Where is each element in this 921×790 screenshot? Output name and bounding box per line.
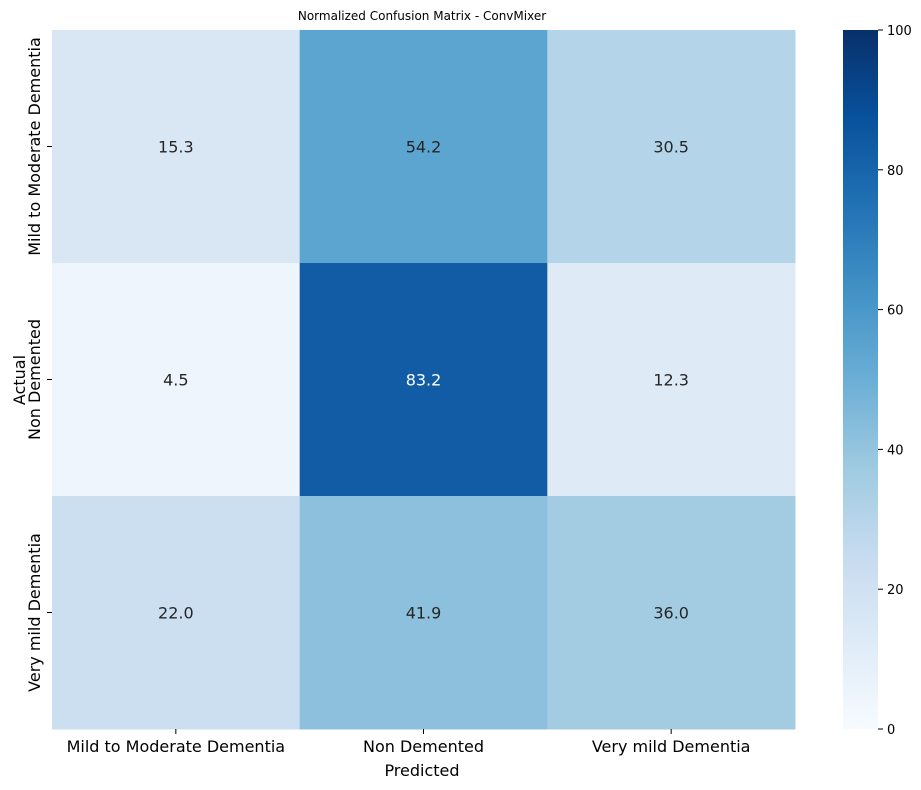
heatmap-cell bbox=[547, 263, 796, 497]
y-tick-label: Very mild Dementia bbox=[25, 533, 44, 692]
x-tick-label: Mild to Moderate Dementia bbox=[67, 737, 286, 756]
colorbar-tick-label: 60 bbox=[887, 304, 904, 319]
cell-value-label: 22.0 bbox=[158, 604, 194, 623]
colorbar-tick-label: 40 bbox=[887, 443, 904, 458]
colorbar-tick-label: 100 bbox=[887, 24, 912, 39]
y-tick-label: Mild to Moderate Dementia bbox=[25, 37, 44, 256]
heatmap-cell bbox=[52, 496, 301, 730]
x-axis-label: Predicted bbox=[384, 761, 459, 780]
cell-value-label: 83.2 bbox=[406, 371, 442, 390]
cell-value-label: 54.2 bbox=[406, 138, 442, 157]
heatmap-cell bbox=[299, 263, 548, 497]
chart-title: Normalized Confusion Matrix - ConvMixer bbox=[298, 9, 546, 23]
y-axis-label: Actual bbox=[10, 355, 29, 405]
x-tick-label: Non Demented bbox=[363, 737, 484, 756]
y-tick-marks bbox=[47, 146, 52, 613]
heatmap-cells: 15.3 54.2 30.5 4.5 83.2 12.3 22.0 41.9 36.0 bbox=[52, 30, 796, 730]
heatmap-cell bbox=[52, 263, 301, 497]
heatmap-cell bbox=[52, 30, 301, 264]
colorbar-ticks: 0 20 40 60 80 100 bbox=[878, 24, 912, 738]
cell-value-label: 12.3 bbox=[653, 371, 689, 390]
y-tick-label: Non Demented bbox=[25, 319, 44, 440]
cell-value-label: 36.0 bbox=[653, 604, 689, 623]
x-tick-label: Very mild Dementia bbox=[592, 737, 751, 756]
colorbar-tick-label: 80 bbox=[887, 164, 904, 179]
cell-value-label: 30.5 bbox=[653, 138, 689, 157]
cell-value-label: 4.5 bbox=[163, 371, 188, 390]
heatmap-cell bbox=[299, 496, 548, 730]
colorbar bbox=[843, 30, 878, 729]
heatmap-cell bbox=[299, 30, 548, 264]
x-tick-marks bbox=[175, 729, 672, 734]
cell-value-label: 41.9 bbox=[406, 604, 442, 623]
heatmap-cell bbox=[547, 30, 796, 264]
colorbar-tick-label: 0 bbox=[887, 723, 895, 738]
heatmap-cell bbox=[547, 496, 796, 730]
y-tick-labels: Mild to Moderate Dementia Non Demented Ver… bbox=[25, 37, 44, 692]
colorbar-tick-label: 20 bbox=[887, 583, 904, 598]
x-tick-labels: Mild to Moderate Dementia Non Demented Ver… bbox=[67, 737, 751, 756]
cell-value-label: 15.3 bbox=[158, 138, 194, 157]
